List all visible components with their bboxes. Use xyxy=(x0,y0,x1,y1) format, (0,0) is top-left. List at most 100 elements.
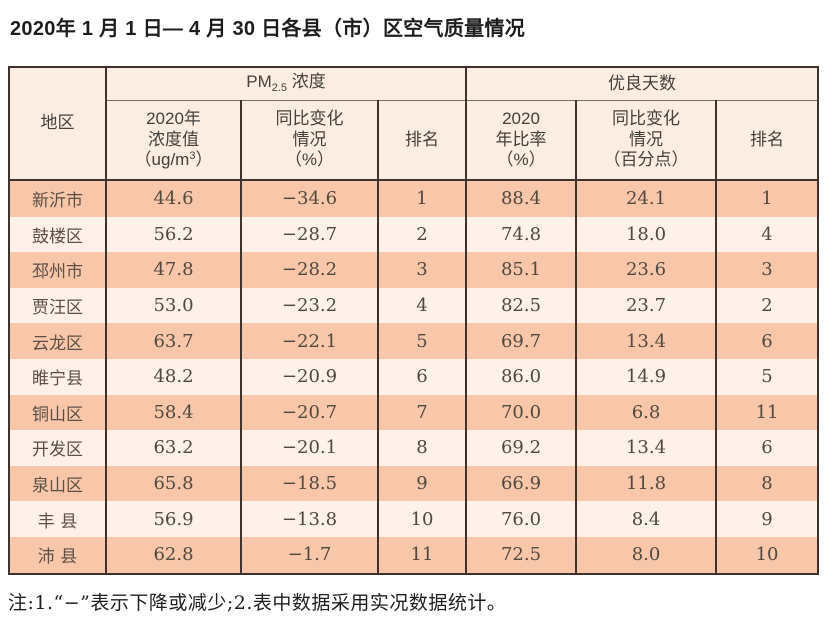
pm-value-line2: 浓度值 xyxy=(148,129,199,149)
pm-rank-cell: 6 xyxy=(376,358,468,395)
pm-change-cell: −23.2 xyxy=(240,287,379,324)
pm-rank-cell: 8 xyxy=(376,430,468,466)
good-rate-cell: 70.0 xyxy=(465,394,578,431)
table-row: 贾汪区 53.0 −23.2 4 82.5 23.7 2 xyxy=(8,287,820,324)
pm-value-cell: 44.6 xyxy=(105,180,242,217)
good-rate-cell: 66.9 xyxy=(465,465,578,502)
good-change-cell: 11.8 xyxy=(575,465,718,502)
good-rate-cell: 69.7 xyxy=(465,323,578,359)
good-change-cell: 14.9 xyxy=(575,358,718,395)
pm-rank-cell: 10 xyxy=(376,501,468,537)
pm-value-cell: 63.7 xyxy=(105,323,242,359)
pm-rank-cell: 9 xyxy=(376,465,468,502)
header-sub-row: 2020年 浓度值 （ug/m3） 同比变化 情况 （%） 排名 2020 年比… xyxy=(9,100,820,181)
footnote: 注:1.“−”表示下降或减少;2.表中数据采用实况数据统计。 xyxy=(8,591,507,614)
good-change-cell: 18.0 xyxy=(575,216,718,253)
pm-change-cell: −20.9 xyxy=(240,358,379,395)
good-rate-cell: 82.5 xyxy=(465,287,578,324)
pm-value-cell: 48.2 xyxy=(105,358,242,395)
good-change-cell: 24.1 xyxy=(575,180,718,217)
region-cell: 铜山区 xyxy=(8,394,107,431)
region-cell: 鼓楼区 xyxy=(8,216,107,253)
pm-value-line1: 2020年 xyxy=(146,108,201,128)
region-cell: 开发区 xyxy=(8,430,107,466)
table-row: 云龙区 63.7 −22.1 5 69.7 13.4 6 xyxy=(8,323,820,359)
pm-rank-cell: 5 xyxy=(376,323,468,359)
good-change-cell: 8.0 xyxy=(575,536,718,574)
table-row: 沛 县 62.8 −1.7 11 72.5 8.0 10 xyxy=(8,536,820,574)
table-row: 鼓楼区 56.2 −28.7 2 74.8 18.0 4 xyxy=(8,216,820,253)
good-rate-cell: 74.8 xyxy=(465,216,578,253)
table-row: 丰 县 56.9 −13.8 10 76.0 8.4 9 xyxy=(8,501,820,537)
pm25-label-suffix: 浓度 xyxy=(287,72,326,92)
pm-value-cell: 53.0 xyxy=(105,287,242,324)
pm-change-cell: −18.5 xyxy=(240,465,379,502)
pm-value-cell: 56.2 xyxy=(105,216,242,253)
pm25-label-subscript: 2.5 xyxy=(271,82,288,95)
table-row: 邳州市 47.8 −28.2 3 85.1 23.6 3 xyxy=(8,252,820,288)
pm-rank-cell: 1 xyxy=(376,180,468,217)
pm-value-cell: 58.4 xyxy=(105,394,242,431)
good-rank-cell: 9 xyxy=(715,501,820,537)
good-rank-cell: 3 xyxy=(715,252,820,288)
pm-change-cell: −28.7 xyxy=(240,216,379,253)
region-cell: 邳州市 xyxy=(8,252,107,288)
good-rate-cell: 72.5 xyxy=(465,536,578,574)
good-rank-cell: 4 xyxy=(715,216,820,253)
good-rate-cell: 88.4 xyxy=(465,180,578,217)
good-change-cell: 13.4 xyxy=(575,323,718,359)
pm25-label-prefix: PM xyxy=(246,72,272,92)
column-header-good-rate: 2020 年比率 （%） xyxy=(465,100,578,181)
pm-change-cell: −20.1 xyxy=(240,430,379,466)
region-cell: 沛 县 xyxy=(8,536,107,574)
good-rate-cell: 86.0 xyxy=(465,358,578,395)
pm-value-cell: 47.8 xyxy=(105,252,242,288)
header-group-row: 地区 PM2.5 浓度 优良天数 xyxy=(8,67,820,181)
good-rank-cell: 10 xyxy=(715,536,820,574)
table-header: 地区 PM2.5 浓度 优良天数 2020年 浓度值 （ug/m3） 同比变化 … xyxy=(8,67,820,181)
region-cell: 泉山区 xyxy=(8,465,107,502)
air-quality-table: 地区 PM2.5 浓度 优良天数 2020年 浓度值 （ug/m3） 同比变化 … xyxy=(8,66,820,575)
good-rank-cell: 8 xyxy=(715,465,820,502)
pm-rank-cell: 2 xyxy=(376,216,468,253)
good-rank-cell: 2 xyxy=(715,287,820,324)
pm-rank-cell: 7 xyxy=(376,394,468,431)
region-cell: 睢宁县 xyxy=(8,358,107,395)
good-change-cell: 8.4 xyxy=(575,501,718,537)
column-header-pm-change: 同比变化 情况 （%） xyxy=(240,100,379,181)
good-rank-cell: 5 xyxy=(715,358,820,395)
good-rate-cell: 76.0 xyxy=(465,501,578,537)
column-header-good-rank: 排名 xyxy=(715,100,820,181)
pm-change-cell: −20.7 xyxy=(240,394,379,431)
pm-change-cell: −28.2 xyxy=(240,252,379,288)
good-rank-cell: 1 xyxy=(715,180,820,217)
good-rank-cell: 6 xyxy=(715,323,820,359)
pm-change-cell: −22.1 xyxy=(240,323,379,359)
column-header-pm-value: 2020年 浓度值 （ug/m3） xyxy=(105,100,242,181)
table-row: 铜山区 58.4 −20.7 7 70.0 6.8 11 xyxy=(8,394,820,431)
column-group-good-days: 优良天数 xyxy=(465,67,820,101)
good-change-cell: 23.7 xyxy=(575,287,718,324)
pm-value-cell: 63.2 xyxy=(105,430,242,466)
pm-value-cell: 56.9 xyxy=(105,501,242,537)
column-header-good-change: 同比变化 情况 （百分点） xyxy=(575,100,718,181)
region-cell: 贾汪区 xyxy=(8,287,107,324)
region-cell: 丰 县 xyxy=(8,501,107,537)
region-cell: 新沂市 xyxy=(8,180,107,217)
pm-value-cell: 65.8 xyxy=(105,465,242,502)
pm-change-cell: −13.8 xyxy=(240,501,379,537)
region-cell: 云龙区 xyxy=(8,323,107,359)
pm-change-cell: −34.6 xyxy=(240,180,379,217)
table-row: 泉山区 65.8 −18.5 9 66.9 11.8 8 xyxy=(8,465,820,502)
pm-rank-cell: 11 xyxy=(376,536,468,574)
cubic-superscript: 3 xyxy=(189,150,196,163)
good-rate-cell: 85.1 xyxy=(465,252,578,288)
pm-value-unit: （ug/m3） xyxy=(134,150,213,170)
table-row: 睢宁县 48.2 −20.9 6 86.0 14.9 5 xyxy=(8,358,820,395)
pm-value-cell: 62.8 xyxy=(105,536,242,574)
good-rank-cell: 6 xyxy=(715,430,820,466)
good-rank-cell: 11 xyxy=(715,394,820,431)
good-change-cell: 6.8 xyxy=(575,394,718,431)
pm-rank-cell: 3 xyxy=(376,252,468,288)
